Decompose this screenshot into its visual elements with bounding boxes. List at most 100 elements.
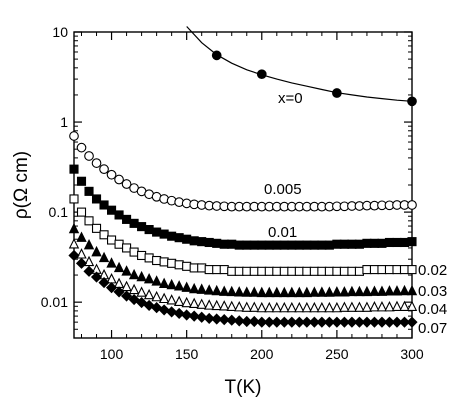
data-point (302, 266, 312, 276)
data-point (399, 265, 410, 275)
data-point (212, 238, 222, 248)
data-point (196, 311, 208, 323)
series-1 (69, 131, 417, 212)
data-point (331, 301, 343, 313)
data-point (181, 281, 192, 292)
data-point (302, 240, 312, 250)
data-point (376, 316, 388, 328)
data-point (362, 238, 372, 248)
data-point (91, 245, 102, 257)
data-point (407, 96, 417, 107)
data-point (301, 301, 313, 313)
data-point (68, 238, 80, 249)
data-point (167, 258, 177, 268)
data-point (361, 301, 373, 312)
data-point (399, 237, 410, 248)
data-point (234, 301, 245, 312)
data-point (399, 300, 410, 311)
data-point (242, 240, 252, 250)
data-point (173, 280, 185, 291)
data-point (122, 243, 132, 253)
data-point (75, 257, 88, 269)
data-point (105, 282, 118, 294)
data-point (263, 316, 275, 328)
data-point (128, 293, 140, 306)
data-point (256, 286, 267, 298)
data-point (159, 229, 169, 239)
data-point (234, 240, 244, 250)
data-point (90, 271, 103, 283)
data-point (182, 261, 192, 271)
data-point (181, 309, 193, 321)
data-point (347, 239, 357, 249)
data-point (338, 316, 350, 328)
data-point (257, 240, 267, 250)
x-tick-label: 150 (175, 346, 199, 362)
data-point (174, 233, 184, 243)
data-point (98, 251, 110, 263)
series-6 (68, 249, 418, 328)
data-point (241, 315, 253, 328)
y-tick-label: 0.1 (49, 204, 69, 220)
data-point (219, 265, 229, 275)
x-tick-label: 200 (250, 346, 274, 362)
data-point (151, 275, 162, 286)
data-point (354, 285, 365, 297)
data-point (398, 316, 411, 328)
series-line (186, 26, 413, 102)
data-point (287, 240, 297, 250)
data-point (68, 249, 80, 262)
data-point (279, 240, 289, 250)
data-point (384, 237, 395, 248)
data-point (308, 316, 320, 328)
data-point (323, 316, 335, 328)
tick-labels: 100 150 200 250 300 0.01 0.1 1 10 (41, 24, 424, 362)
data-point (369, 238, 379, 248)
data-point (272, 266, 282, 276)
data-point (173, 295, 185, 307)
data-point (128, 268, 140, 280)
data-point (286, 301, 298, 313)
data-point (158, 277, 170, 289)
data-point (309, 286, 320, 297)
data-point (106, 169, 117, 180)
data-point (309, 301, 320, 313)
data-point (234, 286, 245, 297)
data-point (293, 316, 305, 328)
data-point (76, 231, 87, 242)
data-point (121, 265, 132, 276)
data-point (324, 240, 334, 250)
data-point (143, 273, 155, 284)
data-point (324, 266, 334, 276)
data-point (376, 301, 388, 312)
data-point (136, 296, 148, 309)
data-point (182, 234, 192, 244)
data-point (264, 266, 274, 276)
series-0 (186, 26, 417, 107)
x-axis-label: T(K) (225, 377, 262, 398)
data-point (212, 265, 222, 275)
data-point (391, 316, 403, 328)
data-point (197, 263, 207, 273)
data-point (286, 286, 298, 298)
data-point (354, 239, 364, 249)
data-point (272, 240, 282, 250)
series-label-x0: x=0 (278, 90, 303, 107)
data-point (407, 200, 417, 210)
data-point (354, 266, 364, 276)
data-point (227, 239, 237, 249)
data-point (151, 290, 162, 302)
data-point (294, 301, 305, 313)
data-point (203, 312, 215, 324)
data-point (242, 266, 252, 276)
data-point (256, 316, 268, 328)
data-point (407, 265, 417, 275)
y-tick-label: 0.01 (41, 294, 68, 310)
data-point (114, 210, 124, 220)
data-point (188, 282, 200, 294)
data-point (264, 301, 275, 313)
data-point (392, 265, 402, 275)
data-point (249, 240, 259, 250)
data-point (91, 194, 102, 204)
data-point (249, 266, 259, 276)
